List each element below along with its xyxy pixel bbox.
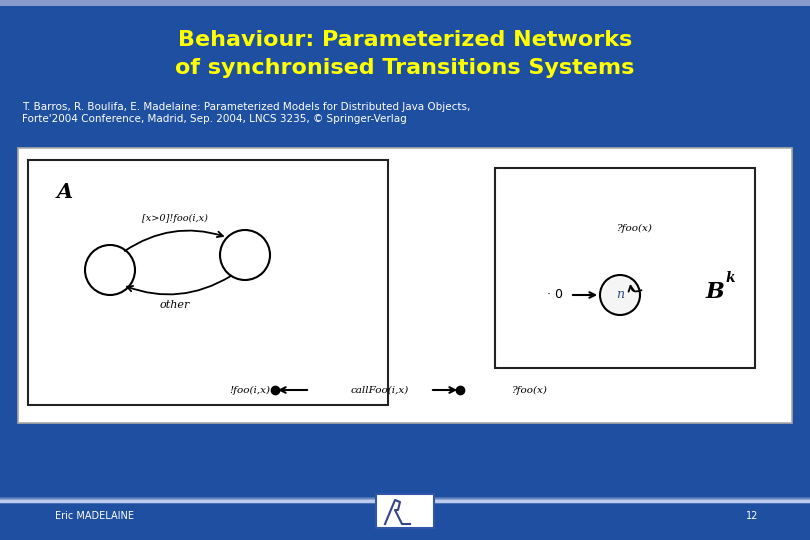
Text: callFoo(i,x): callFoo(i,x) (351, 386, 409, 395)
Text: Behaviour: Parameterized Networks: Behaviour: Parameterized Networks (178, 30, 632, 50)
Text: ?foo(x): ?foo(x) (512, 386, 548, 395)
Circle shape (600, 275, 640, 315)
Bar (0, 499, 810, 500)
Bar (18, 148, 792, 423)
Bar (0, 503, 810, 504)
Text: [x>0]!foo(i,x): [x>0]!foo(i,x) (142, 213, 208, 222)
Bar (376, 494, 434, 528)
Bar (0, 500, 810, 503)
Text: · 0: · 0 (547, 288, 563, 301)
Bar (0, 0, 810, 6)
Text: n: n (616, 288, 624, 301)
Bar (0, 501, 810, 502)
Bar (28, 160, 388, 405)
Text: B: B (706, 281, 724, 303)
Bar (495, 168, 755, 368)
Bar (0, 497, 810, 498)
Text: T. Barros, R. Boulifa, E. Madelaine: Parameterized Models for Distributed Java O: T. Barros, R. Boulifa, E. Madelaine: Par… (22, 102, 471, 124)
Text: ?foo(x): ?foo(x) (617, 224, 653, 233)
Text: of synchronised Transitions Systems: of synchronised Transitions Systems (175, 58, 635, 78)
Bar (0, 502, 810, 503)
Bar (0, 498, 810, 499)
Text: A: A (57, 182, 73, 202)
Text: Eric MADELAINE: Eric MADELAINE (55, 511, 134, 521)
Text: !foo(i,x): !foo(i,x) (229, 386, 270, 395)
Bar (0, 500, 810, 501)
Text: other: other (160, 300, 190, 310)
Text: 12: 12 (746, 511, 758, 521)
Text: k: k (725, 271, 735, 285)
